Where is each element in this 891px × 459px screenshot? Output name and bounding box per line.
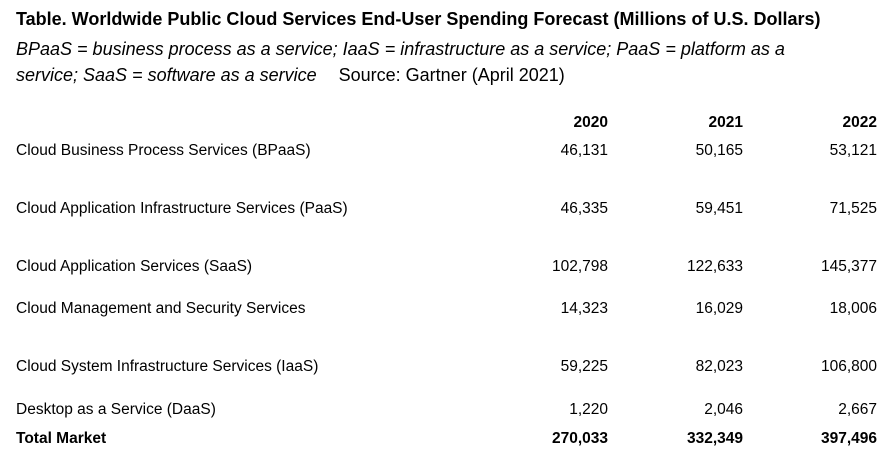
cell-paas-2021: 59,451	[695, 200, 743, 217]
row-label-paas: Cloud Application Infrastructure Service…	[16, 200, 348, 217]
cell-saas-2020: 102,798	[551, 258, 608, 275]
cell-bpaas-2020: 46,131	[560, 142, 608, 159]
cell-paas-2022: 71,525	[829, 200, 877, 217]
cell-daas-2020: 1,220	[569, 401, 608, 418]
cell-iaas-2022: 106,800	[820, 358, 877, 375]
table-subtitle: BPaaS = business process as a service; I…	[16, 36, 846, 88]
cell-daas-2022: 2,667	[838, 401, 877, 418]
row-label-saas: Cloud Application Services (SaaS)	[16, 258, 253, 275]
cell-total-2020: 270,033	[551, 430, 608, 447]
cell-iaas-2021: 82,023	[695, 358, 743, 375]
column-header-2020: 2020	[573, 114, 608, 131]
row-label-bpaas: Cloud Business Process Services (BPaaS)	[16, 142, 311, 159]
source-text: Source: Gartner (April 2021)	[338, 65, 565, 85]
cell-bpaas-2021: 50,165	[695, 142, 743, 159]
cell-total-2022: 397,496	[820, 430, 877, 447]
cell-paas-2020: 46,335	[560, 200, 608, 217]
cell-bpaas-2022: 53,121	[829, 142, 877, 159]
cell-saas-2021: 122,633	[686, 258, 743, 275]
cell-saas-2022: 145,377	[820, 258, 877, 275]
row-label-total: Total Market	[16, 430, 107, 447]
cell-management-security-2021: 16,029	[695, 300, 743, 317]
row-label-management-security: Cloud Management and Security Services	[16, 300, 306, 317]
cell-iaas-2020: 59,225	[560, 358, 608, 375]
column-header-2022: 2022	[842, 114, 877, 131]
row-label-daas: Desktop as a Service (DaaS)	[16, 401, 216, 418]
cell-daas-2021: 2,046	[704, 401, 743, 418]
table-title: Table. Worldwide Public Cloud Services E…	[16, 9, 821, 29]
cell-management-security-2022: 18,006	[829, 300, 877, 317]
cell-total-2021: 332,349	[686, 430, 743, 447]
cell-management-security-2020: 14,323	[560, 300, 608, 317]
column-header-2021: 2021	[708, 114, 743, 131]
definitions-text: BPaaS = business process as a service; I…	[16, 39, 785, 85]
row-label-iaas: Cloud System Infrastructure Services (Ia…	[16, 358, 319, 375]
